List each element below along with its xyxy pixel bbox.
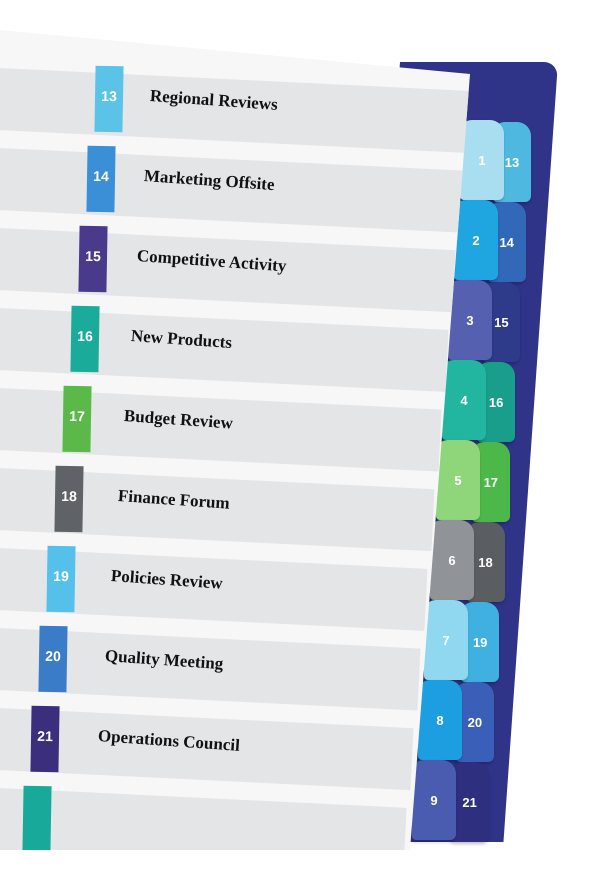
section-number-block bbox=[22, 785, 52, 850]
front-tab-1[interactable]: 1 bbox=[460, 120, 504, 200]
section-number-block: 18 bbox=[54, 465, 84, 533]
front-tab-7[interactable]: 7 bbox=[424, 600, 468, 680]
index-row bbox=[0, 788, 407, 850]
front-tab-2[interactable]: 2 bbox=[454, 200, 498, 280]
section-number-block: 15 bbox=[78, 225, 108, 293]
front-tab-3[interactable]: 3 bbox=[448, 280, 492, 360]
front-tab-5[interactable]: 5 bbox=[436, 440, 480, 520]
front-tab-4[interactable]: 4 bbox=[442, 360, 486, 440]
back-tab-20[interactable]: 20 bbox=[455, 682, 494, 762]
section-number-block: 13 bbox=[94, 65, 124, 133]
section-number-block: 20 bbox=[38, 625, 68, 693]
section-number-block: 21 bbox=[30, 705, 60, 773]
back-tab-21[interactable]: 21 bbox=[450, 762, 489, 842]
section-number-block: 16 bbox=[70, 305, 100, 373]
index-page: 13 Regional Reviews 14 Marketing Offsite 15 C… bbox=[0, 30, 470, 850]
section-number-block: 14 bbox=[86, 145, 116, 213]
front-tab-6[interactable]: 6 bbox=[430, 520, 474, 600]
section-number-block: 19 bbox=[46, 545, 76, 613]
front-tab-8[interactable]: 8 bbox=[418, 680, 462, 760]
section-number-block: 17 bbox=[62, 385, 92, 453]
front-tab-9[interactable]: 9 bbox=[412, 760, 456, 840]
